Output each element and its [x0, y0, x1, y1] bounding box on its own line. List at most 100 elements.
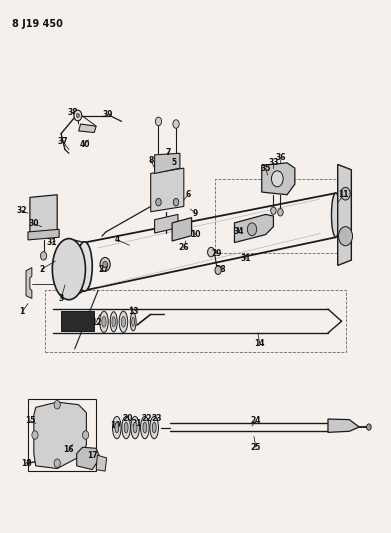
Ellipse shape [102, 317, 106, 327]
Polygon shape [79, 124, 96, 133]
Ellipse shape [332, 193, 340, 237]
Text: 10: 10 [190, 230, 201, 239]
Text: 11: 11 [338, 190, 349, 199]
Ellipse shape [122, 416, 131, 439]
Circle shape [215, 266, 221, 274]
Circle shape [100, 257, 110, 271]
Polygon shape [28, 229, 59, 240]
Ellipse shape [52, 239, 86, 300]
Text: 3: 3 [59, 294, 64, 303]
Ellipse shape [115, 422, 119, 433]
Text: 21: 21 [131, 419, 142, 428]
Polygon shape [235, 214, 273, 243]
Circle shape [173, 120, 179, 128]
Text: 1: 1 [20, 307, 25, 316]
Circle shape [54, 459, 60, 467]
Bar [61, 311, 94, 332]
Text: 39: 39 [102, 110, 113, 119]
Text: 15: 15 [25, 416, 35, 425]
Circle shape [103, 261, 108, 268]
Circle shape [83, 431, 89, 439]
Circle shape [54, 400, 60, 409]
Ellipse shape [152, 422, 156, 433]
Polygon shape [77, 447, 100, 470]
Polygon shape [26, 268, 32, 298]
Polygon shape [151, 168, 184, 212]
Text: 4: 4 [115, 236, 120, 245]
Circle shape [173, 198, 179, 206]
Text: 22: 22 [142, 414, 152, 423]
Bar [28, 399, 96, 471]
Ellipse shape [121, 317, 126, 327]
Text: 18: 18 [21, 459, 31, 467]
Ellipse shape [124, 422, 128, 433]
Text: 12: 12 [91, 318, 101, 327]
Circle shape [271, 207, 276, 214]
Bar [215, 179, 340, 253]
Ellipse shape [141, 416, 149, 439]
Text: 37: 37 [58, 137, 68, 146]
Text: 40: 40 [79, 140, 90, 149]
Circle shape [366, 424, 371, 430]
Circle shape [74, 110, 82, 121]
Text: 19: 19 [110, 422, 121, 431]
Text: 6: 6 [185, 190, 190, 199]
Text: 25: 25 [251, 443, 261, 452]
Circle shape [341, 187, 350, 200]
Text: 23: 23 [151, 414, 162, 423]
Text: 20: 20 [122, 414, 133, 423]
Circle shape [248, 223, 256, 236]
Ellipse shape [113, 416, 121, 439]
Circle shape [156, 198, 161, 206]
Text: 24: 24 [251, 416, 261, 425]
Polygon shape [154, 154, 180, 173]
Ellipse shape [119, 311, 128, 333]
Ellipse shape [143, 422, 147, 433]
Polygon shape [96, 455, 107, 471]
Text: 7: 7 [165, 148, 171, 157]
Text: 8 J19 450: 8 J19 450 [13, 19, 63, 29]
Text: 33: 33 [268, 158, 279, 167]
Circle shape [208, 247, 215, 257]
Ellipse shape [130, 313, 136, 331]
Text: 8: 8 [148, 156, 153, 165]
Ellipse shape [112, 317, 115, 327]
Text: 32: 32 [17, 206, 27, 215]
Text: 16: 16 [64, 446, 74, 455]
Text: 9: 9 [193, 209, 198, 218]
Ellipse shape [77, 242, 92, 291]
Polygon shape [34, 402, 86, 469]
Circle shape [339, 227, 353, 246]
Ellipse shape [110, 312, 117, 332]
Ellipse shape [100, 311, 108, 333]
Polygon shape [338, 165, 352, 265]
Circle shape [40, 252, 47, 260]
Text: 27: 27 [99, 265, 109, 273]
Bar [45, 290, 346, 352]
Text: 5: 5 [172, 158, 177, 167]
Text: 28: 28 [215, 265, 226, 273]
Polygon shape [154, 214, 178, 233]
Text: 30: 30 [29, 220, 39, 229]
Polygon shape [328, 419, 359, 432]
Ellipse shape [150, 416, 158, 439]
Circle shape [76, 114, 79, 118]
Ellipse shape [132, 317, 135, 326]
Text: 29: 29 [212, 249, 222, 258]
Circle shape [32, 431, 38, 439]
Text: 17: 17 [87, 451, 98, 460]
Text: 36: 36 [276, 153, 287, 162]
Text: 31: 31 [46, 238, 57, 247]
Text: 26: 26 [179, 244, 189, 253]
Circle shape [271, 171, 283, 187]
Text: 35: 35 [260, 164, 271, 173]
Text: 2: 2 [39, 265, 44, 273]
Text: 34: 34 [233, 228, 244, 237]
Circle shape [278, 208, 283, 216]
Polygon shape [172, 217, 192, 241]
Text: 31: 31 [241, 254, 251, 263]
Text: 13: 13 [128, 307, 138, 316]
Text: 14: 14 [255, 339, 265, 348]
Polygon shape [262, 163, 295, 195]
Ellipse shape [131, 416, 140, 439]
